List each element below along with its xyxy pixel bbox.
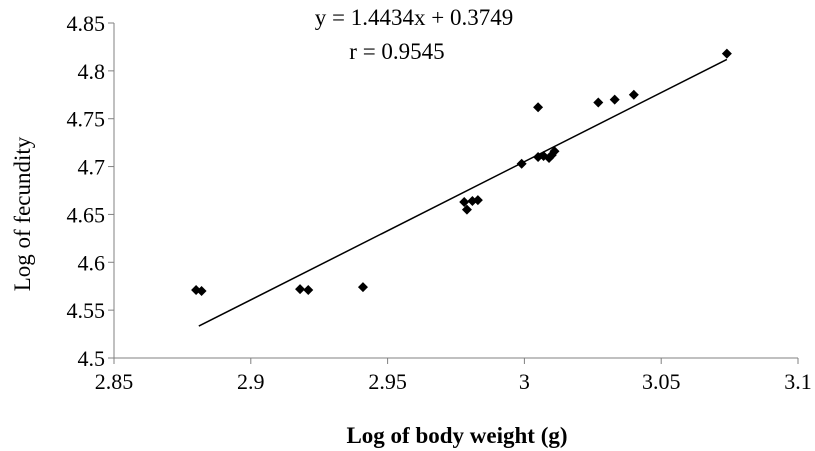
data-point [357,282,368,293]
r-annotation: r = 0.9545 [349,39,444,64]
data-point [459,196,470,207]
data-point [295,284,306,295]
x-tick-label: 2.95 [368,369,407,394]
data-point [196,286,207,296]
tick-labels: 2.85 2.9 2.95 3 3.05 3.1 4.5 4.55 4.6 4.65 4.7 4.75… [67,11,812,394]
data-point [593,97,604,108]
y-tick-label: 4.6 [78,250,106,275]
data-point [461,204,472,215]
axes [113,23,798,359]
x-tick-label: 3 [519,369,530,394]
x-tick-label: 2.85 [95,369,134,394]
data-point [516,158,527,169]
trendline [198,58,728,327]
x-tick-label: 3.1 [784,369,812,394]
y-tick-label: 4.65 [67,202,106,227]
data-point [303,285,314,296]
data-point [549,146,560,157]
x-tick-label: 2.9 [237,369,265,394]
equation-annotation: y = 1.4434x + 0.3749 [315,5,513,30]
y-tick-label: 4.55 [67,298,106,323]
x-tick-label: 3.05 [642,369,681,394]
x-axis-label: Log of body weight (g) [346,423,567,448]
data-point [721,48,732,59]
data-point [472,195,483,206]
data-point [628,89,639,100]
y-tick-label: 4.8 [78,59,106,84]
y-tick-label: 4.85 [67,11,106,36]
tick-marks [108,22,799,364]
y-tick-label: 4.75 [67,107,106,132]
y-axis-label: Log of fecundity [10,136,35,291]
y-tick-label: 4.5 [78,346,106,371]
data-point [609,94,620,105]
data-point [533,102,544,113]
data-points [191,48,732,296]
y-tick-label: 4.7 [78,155,106,180]
